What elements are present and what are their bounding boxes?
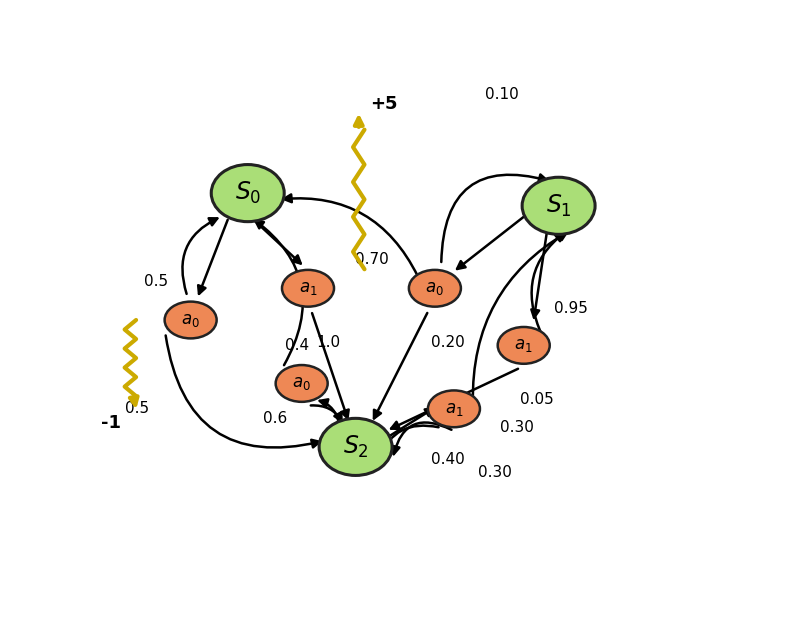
Text: -1: -1 xyxy=(102,414,122,432)
Text: $a_0$: $a_0$ xyxy=(182,311,200,329)
Ellipse shape xyxy=(498,327,550,364)
Text: $a_0$: $a_0$ xyxy=(292,374,311,392)
Ellipse shape xyxy=(428,390,480,428)
Text: +5: +5 xyxy=(370,95,398,113)
Text: 0.05: 0.05 xyxy=(519,392,554,407)
Text: 0.70: 0.70 xyxy=(354,252,388,268)
Ellipse shape xyxy=(276,365,328,402)
Text: 0.95: 0.95 xyxy=(554,301,588,316)
Ellipse shape xyxy=(211,164,284,221)
Text: $a_1$: $a_1$ xyxy=(298,279,318,297)
Ellipse shape xyxy=(165,301,217,339)
Ellipse shape xyxy=(319,419,392,476)
Text: 0.30: 0.30 xyxy=(501,420,534,435)
Text: 0.5: 0.5 xyxy=(125,401,149,417)
Ellipse shape xyxy=(522,177,595,234)
Text: $a_1$: $a_1$ xyxy=(514,337,533,355)
Text: $S_1$: $S_1$ xyxy=(546,193,571,219)
Ellipse shape xyxy=(282,270,334,307)
Text: 0.10: 0.10 xyxy=(485,87,518,102)
Text: 0.5: 0.5 xyxy=(144,275,168,289)
Ellipse shape xyxy=(409,270,461,307)
Text: $a_0$: $a_0$ xyxy=(426,279,444,297)
Text: $S_2$: $S_2$ xyxy=(342,434,369,460)
Text: 0.20: 0.20 xyxy=(430,335,465,349)
Text: $S_0$: $S_0$ xyxy=(234,180,261,206)
Text: 0.40: 0.40 xyxy=(430,452,465,467)
Text: $a_1$: $a_1$ xyxy=(445,400,463,418)
Text: 0.4: 0.4 xyxy=(285,338,309,353)
Text: 0.6: 0.6 xyxy=(263,411,287,426)
Text: 0.30: 0.30 xyxy=(478,465,512,480)
Text: 1.0: 1.0 xyxy=(316,335,340,349)
